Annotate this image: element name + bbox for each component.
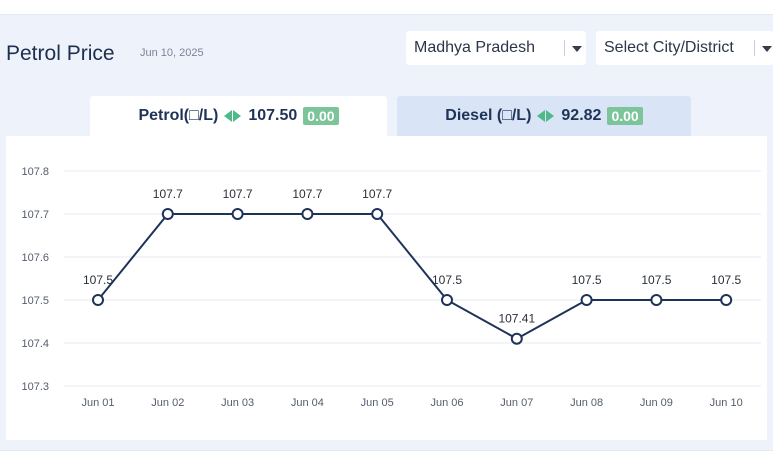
data-point [650, 294, 663, 306]
tab-petrol-price: 107.50 [248, 107, 298, 124]
x-tick-label: Jun 10 [710, 397, 743, 409]
tab-diesel[interactable]: Diesel (□/L) 92.82 0.00 [397, 96, 691, 136]
x-tick-label: Jun 08 [570, 397, 603, 409]
data-point [441, 294, 453, 306]
data-point [580, 294, 593, 306]
data-point [301, 208, 314, 220]
price-change-arrows-icon [537, 110, 555, 122]
page-title: Petrol Price [6, 42, 115, 65]
x-tick-label: Jun 04 [291, 397, 324, 409]
x-tick-label: Jun 01 [81, 397, 114, 409]
y-tick-label: 107.8 [21, 166, 49, 178]
data-point [161, 208, 174, 220]
header: Petrol Price Jun 10, 2025 Madhya Pradesh… [0, 22, 773, 88]
y-tick-label: 107.7 [21, 209, 49, 221]
tab-diesel-change-badge: 0.00 [607, 107, 643, 125]
tab-diesel-price: 92.82 [561, 107, 602, 124]
price-line-chart: 107.3 107.4 107.5 107.6 107.7 107.8 Jun 01 Jun … [21, 166, 761, 409]
data-label: 107.5 [83, 273, 113, 287]
x-tick-label: Jun 02 [151, 397, 184, 409]
data-label: 107.7 [223, 187, 253, 201]
state-select-divider [564, 40, 565, 56]
data-point [371, 208, 384, 220]
city-select[interactable]: Select City/District [596, 31, 773, 65]
data-label: 107.5 [711, 273, 741, 287]
top-strip [0, 0, 773, 15]
y-tick-label: 107.3 [21, 381, 49, 393]
data-label: 107.5 [641, 273, 671, 287]
data-label: 107.5 [432, 273, 462, 287]
data-point [720, 294, 733, 306]
data-label: 107.7 [153, 187, 183, 201]
state-select-value: Madhya Pradesh [414, 39, 535, 56]
y-tick-label: 107.5 [21, 295, 49, 307]
city-select-value: Select City/District [604, 39, 734, 56]
series-line [97, 213, 727, 340]
x-tick-label: Jun 03 [221, 397, 254, 409]
x-tick-label: Jun 09 [640, 397, 673, 409]
chevron-down-icon[interactable] [762, 46, 772, 52]
data-point [510, 332, 523, 345]
page-date: Jun 10, 2025 [140, 47, 204, 59]
x-tick-label: Jun 07 [500, 397, 533, 409]
data-point [231, 208, 244, 220]
price-change-arrows-icon [224, 110, 242, 122]
tab-diesel-label: Diesel (□/L) [445, 107, 532, 124]
data-label: 107.41 [498, 312, 535, 326]
price-chart-card: 107.3 107.4 107.5 107.6 107.7 107.8 Jun 01 Jun … [6, 136, 767, 440]
tab-petrol[interactable]: Petrol(□/L) 107.50 0.00 [90, 96, 387, 136]
data-point [92, 294, 104, 306]
state-select[interactable]: Madhya Pradesh [406, 31, 586, 65]
tab-petrol-label: Petrol(□/L) [138, 107, 219, 124]
y-tick-label: 107.6 [21, 252, 49, 264]
tab-petrol-change-badge: 0.00 [303, 107, 339, 125]
data-label: 107.7 [292, 187, 322, 201]
x-tick-label: Jun 05 [361, 397, 394, 409]
y-tick-label: 107.4 [21, 338, 49, 350]
bottom-strip [0, 450, 773, 464]
x-tick-label: Jun 06 [430, 397, 463, 409]
chevron-down-icon[interactable] [572, 46, 582, 52]
city-select-divider [754, 40, 755, 56]
data-label: 107.7 [362, 187, 392, 201]
data-label: 107.5 [572, 273, 602, 287]
